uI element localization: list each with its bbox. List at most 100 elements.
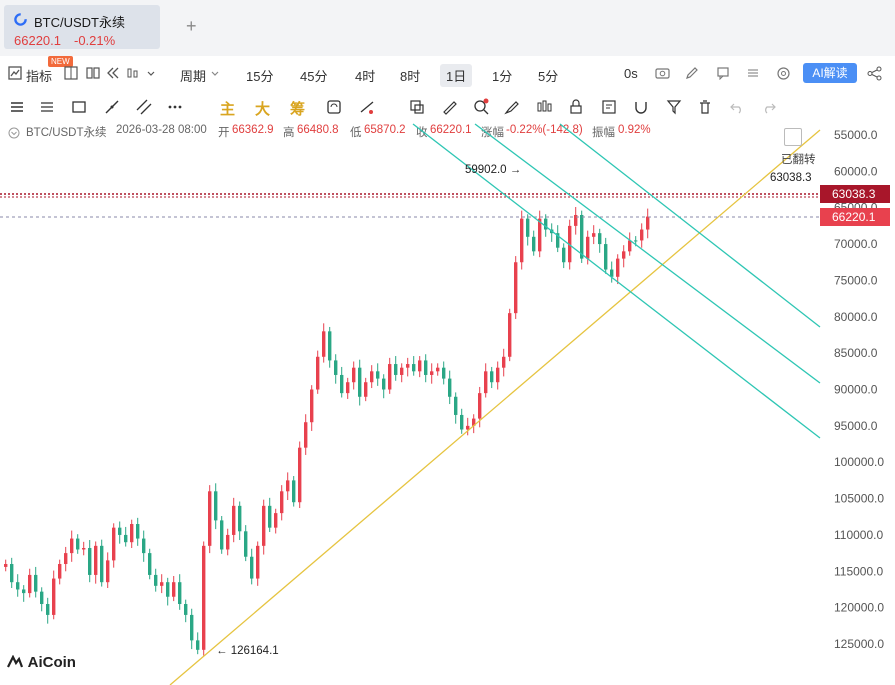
- redo-icon[interactable]: [760, 98, 778, 116]
- magnet-icon[interactable]: [632, 98, 650, 116]
- indicator-icon[interactable]: [8, 66, 22, 80]
- main-indicator-button[interactable]: 主: [220, 101, 236, 118]
- share-icon[interactable]: [867, 66, 882, 81]
- candle-body: [262, 505, 266, 546]
- interval-8h[interactable]: 8时: [400, 69, 421, 84]
- candle-body: [298, 447, 302, 503]
- parallel-channel-icon[interactable]: [135, 98, 153, 116]
- candle-body: [112, 527, 116, 561]
- settings-icon[interactable]: [776, 66, 791, 81]
- candle-body: [622, 251, 626, 259]
- add-tab-button[interactable]: +: [186, 16, 197, 36]
- replay-icon[interactable]: [106, 66, 120, 80]
- candle-body: [418, 360, 422, 372]
- close-label: 收: [416, 127, 428, 139]
- brush-icon[interactable]: [503, 98, 521, 116]
- big-order-button[interactable]: 大: [255, 101, 271, 118]
- candle-body: [388, 364, 392, 390]
- candle-body: [400, 367, 404, 375]
- rectangle-icon[interactable]: [70, 98, 88, 116]
- chart-type-icon[interactable]: [126, 66, 140, 80]
- interval-45m[interactable]: 45分: [300, 69, 328, 84]
- candle-body: [646, 216, 650, 230]
- candle-body: [352, 367, 356, 383]
- interval-15m[interactable]: 15分: [246, 69, 274, 84]
- interval-5m[interactable]: 5分: [538, 69, 559, 84]
- y-tick-label: 110000.0: [834, 528, 883, 542]
- brand-name: AiCoin: [27, 654, 76, 671]
- candle-body: [100, 545, 104, 583]
- ruler-line-icon[interactable]: [358, 98, 376, 116]
- candle-body: [280, 491, 284, 514]
- ascending-trendline: [169, 129, 821, 685]
- sync-icon[interactable]: [325, 98, 343, 116]
- candle-body: [76, 538, 80, 550]
- lock-icon[interactable]: [567, 98, 585, 116]
- candle-body: [34, 574, 38, 592]
- candle-body: [82, 548, 86, 550]
- trend-line-icon[interactable]: [103, 98, 121, 116]
- pen-icon[interactable]: [685, 66, 699, 80]
- candle-body: [508, 313, 512, 357]
- candles-icon[interactable]: [535, 98, 553, 116]
- new-badge: NEW: [48, 56, 73, 67]
- chip-distribution-button[interactable]: 筹: [290, 101, 306, 118]
- menu-icon[interactable]: [8, 98, 26, 116]
- filter-icon[interactable]: [665, 98, 683, 116]
- note-icon[interactable]: [600, 98, 618, 116]
- more-icon[interactable]: [166, 98, 184, 116]
- interval-1d[interactable]: 1日: [440, 64, 473, 87]
- copy-icon[interactable]: [408, 98, 426, 116]
- list-icon[interactable]: [746, 66, 760, 80]
- candle-body: [466, 425, 470, 430]
- candle-body: [520, 218, 524, 263]
- interval-4h[interactable]: 4时: [355, 69, 376, 84]
- candle-body: [640, 229, 644, 241]
- candle-body: [64, 553, 68, 565]
- chevron-down-icon[interactable]: [146, 69, 156, 79]
- candle-body: [346, 382, 350, 394]
- low-value: 65870.2: [364, 124, 406, 136]
- candle-body: [28, 574, 32, 594]
- candle-body: [220, 520, 224, 550]
- measure-icon[interactable]: [440, 98, 458, 116]
- symbol-tab[interactable]: BTC/USDT永续 66220.1 -0.21%: [4, 5, 160, 49]
- candle-body: [610, 269, 614, 277]
- price-chart[interactable]: 55000.060000.065000.070000.075000.080000…: [0, 120, 895, 685]
- candle-body: [202, 545, 206, 650]
- y-tick-label: 90000.0: [834, 383, 878, 397]
- y-tick-label: 85000.0: [834, 346, 878, 360]
- high-annotation: 59902.0 →: [465, 164, 522, 176]
- period-chevron-icon[interactable]: [210, 69, 220, 79]
- comment-icon[interactable]: [716, 66, 730, 80]
- open-label: 开: [218, 127, 230, 139]
- candle-body: [16, 582, 20, 590]
- candle-body: [250, 556, 254, 579]
- horizontal-lines-icon[interactable]: [38, 98, 56, 116]
- zoom-icon[interactable]: [472, 98, 490, 116]
- candle-body: [274, 513, 278, 528]
- trash-icon[interactable]: [696, 98, 714, 116]
- candle-body: [10, 564, 14, 583]
- seconds-interval[interactable]: 0s: [624, 66, 638, 81]
- channel-line: [559, 123, 821, 328]
- camera-icon[interactable]: [655, 66, 670, 80]
- candle-body: [130, 524, 134, 543]
- layout-icon[interactable]: [64, 66, 78, 80]
- candle-body: [118, 527, 122, 535]
- undo-icon[interactable]: [728, 98, 746, 116]
- candle-body: [496, 367, 500, 383]
- collapse-chevron-icon[interactable]: [8, 127, 20, 139]
- indicators-button[interactable]: 指标: [26, 69, 53, 84]
- compare-icon[interactable]: [86, 66, 100, 80]
- candle-body: [562, 247, 566, 263]
- period-dropdown[interactable]: 周期: [180, 69, 207, 84]
- y-tick-label: 60000.0: [834, 164, 878, 178]
- flip-icon[interactable]: [784, 128, 802, 146]
- ai-analysis-button[interactable]: AI解读: [803, 63, 857, 83]
- candle-body: [46, 604, 50, 615]
- candle-body: [514, 262, 518, 314]
- interval-1m[interactable]: 1分: [492, 69, 513, 84]
- candle-body: [190, 614, 194, 641]
- y-tick-label: 125000.0: [834, 637, 884, 651]
